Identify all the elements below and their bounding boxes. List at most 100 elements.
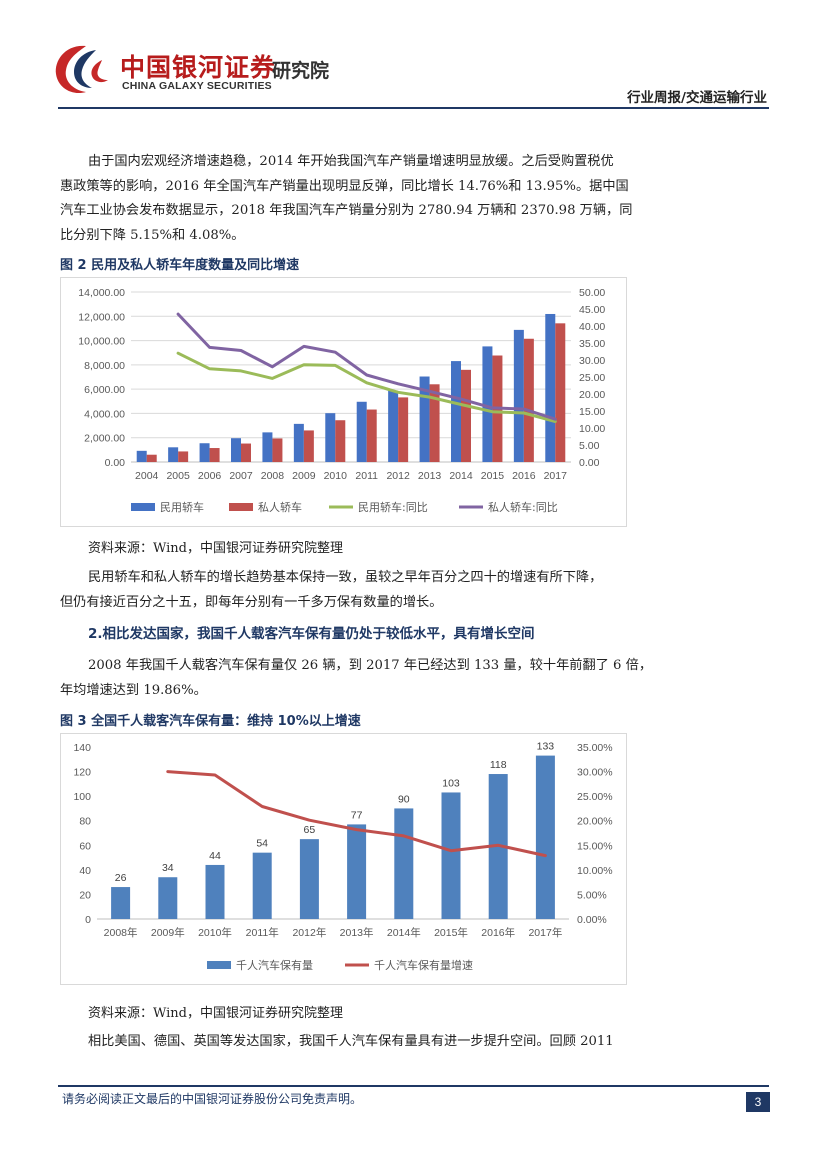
y-left-tick-label: 2,000.00 (84, 433, 125, 445)
y-right-tick-label: 5.00% (577, 889, 607, 901)
y-left-tick-label: 80 (79, 816, 91, 828)
figure3-svg: 0 20 40 60 80 100 120 140 0.00% 5.00% 10.00% 15.00%… (73, 741, 613, 972)
bar (146, 454, 157, 462)
report-type: 行业周报/交通运输行业 (627, 90, 767, 106)
bar (205, 864, 225, 919)
text-line: 汽车工业协会发布数据显示，2018 年我国汽车产销量分别为 2780.94 万辆… (60, 203, 633, 218)
x-tick-label: 2007 (229, 470, 253, 482)
bar (136, 450, 147, 462)
y-right-tick-label: 25.00 (579, 372, 605, 384)
x-tick-label: 2006 (198, 470, 222, 482)
x-tick-label: 2017年 (528, 926, 562, 939)
x-tick-label: 2011年 (246, 926, 279, 939)
y-right-tick-label: 20.00% (577, 816, 613, 828)
bar (158, 877, 178, 919)
legend-swatch (207, 961, 231, 969)
text-line: 2008 年我国千人载客汽车保有量仅 26 辆，到 2017 年已经达到 133… (88, 658, 653, 673)
bar (231, 438, 241, 462)
x-tick-label: 2008 (261, 470, 285, 482)
bar (209, 448, 220, 462)
data-label: 133 (537, 741, 555, 753)
y-left-tick-label: 60 (79, 840, 91, 852)
bar (325, 413, 336, 462)
x-tick-label: 2014年 (387, 926, 421, 939)
x-tick-label: 2004 (135, 470, 159, 482)
y-right-tick-label: 30.00 (579, 355, 605, 367)
data-label: 26 (115, 872, 127, 884)
galaxy-logo-icon (55, 45, 108, 94)
logo-english-name: CHINA GALAXY SECURITIES (122, 80, 272, 92)
legend-label: 千人汽车保有量 (236, 958, 313, 972)
x-tick-label: 2005 (166, 470, 190, 482)
bar (303, 430, 314, 462)
legend-label: 千人汽车保有量增速 (374, 958, 473, 972)
series-line (166, 770, 547, 858)
x-tick-label: 2017 (544, 470, 568, 482)
bar (555, 323, 566, 462)
footer-divider (58, 1085, 769, 1087)
y-left-tick-label: 140 (73, 742, 91, 754)
x-tick-label: 2016 (512, 470, 536, 482)
data-label: 118 (490, 759, 507, 771)
y-right-tick-label: 5.00 (579, 440, 600, 452)
page-header: 中国银河证券 研究院 CHINA GALAXY SECURITIES 行业周报/… (0, 0, 827, 110)
text-line: 相比美国、德国、英国等发达国家，我国千人汽车保有量具有进一步提升空间。回顾 20… (88, 1034, 614, 1049)
bar (262, 432, 273, 462)
x-tick-label: 2009年 (151, 926, 185, 939)
bar (482, 346, 493, 462)
figure2-title: 图 2 民用及私人轿车年度数量及同比增速 (60, 258, 300, 273)
y-right-tick-label: 0.00% (577, 914, 607, 926)
x-tick-label: 2011 (355, 470, 378, 482)
x-tick-label: 2012 (386, 470, 410, 482)
y-left-tick-label: 6,000.00 (84, 384, 125, 396)
y-left-tick-label: 100 (73, 791, 91, 803)
y-right-tick-label: 50.00 (579, 287, 605, 299)
logo-institute: 研究院 (272, 60, 330, 82)
x-tick-label: 2012年 (292, 926, 326, 939)
text-line: 年均增速达到 19.86%。 (60, 682, 207, 698)
text-line: 比分别下降 5.15%和 4.08%。 (60, 227, 245, 243)
text-line: 由于国内宏观经济增速趋稳，2014 年开始我国汽车产销量增速明显放缓。之后受购置… (88, 154, 614, 169)
bar (347, 824, 367, 919)
data-label: 90 (398, 793, 410, 805)
y-left-tick-label: 120 (73, 767, 91, 779)
bar (394, 808, 414, 919)
legend-label: 民用轿车:同比 (358, 500, 428, 514)
bar (199, 443, 210, 462)
legend-swatch (131, 503, 155, 511)
bar (293, 423, 304, 462)
y-right-tick-label: 0.00 (579, 457, 600, 469)
header-divider (58, 107, 769, 109)
x-tick-label: 2015 (481, 470, 505, 482)
figure2-svg: 0.00 2,000.00 4,000.00 6,000.00 8,000.00 10,0… (78, 287, 605, 514)
y-left-tick-label: 0 (85, 914, 91, 926)
legend-swatch (229, 503, 253, 511)
y-right-tick-label: 45.00 (579, 304, 605, 316)
bar (429, 384, 440, 462)
section-heading: 2.相比发达国家，我国千人载客汽车保有量仍处于较低水平，具有增长空间 (88, 626, 535, 642)
y-left-tick-label: 8,000.00 (84, 360, 125, 372)
figure3-chart: 0 20 40 60 80 100 120 140 0.00% 5.00% 10.00% 15.00%… (60, 733, 627, 985)
y-left-tick-label: 0.00 (105, 457, 126, 469)
series-line (176, 312, 557, 421)
figure2-chart: 0.00 2,000.00 4,000.00 6,000.00 8,000.00 10,0… (60, 277, 627, 527)
bar (523, 338, 534, 462)
bar (335, 420, 346, 462)
paragraph-sedan-growth: 民用轿车和私人轿车的增长趋势基本保持一致，虽较之早年百分之四十的增速有所下降， … (60, 566, 630, 615)
y-right-tick-label: 10.00 (579, 423, 605, 435)
page-number: 3 (746, 1092, 770, 1112)
y-right-tick-label: 35.00% (577, 742, 613, 754)
x-tick-label: 2008年 (104, 926, 138, 939)
series-line (176, 351, 557, 423)
legend-label: 私人轿车:同比 (488, 500, 558, 514)
bar (441, 792, 461, 919)
y-left-tick-label: 40 (79, 865, 91, 877)
bar (535, 755, 555, 919)
footer-disclaimer: 请务必阅读正文最后的中国银河证券股份公司免责声明。 (62, 1092, 363, 1106)
x-tick-label: 2013 (418, 470, 442, 482)
bar (545, 313, 556, 462)
data-label: 77 (351, 809, 363, 821)
data-label: 34 (162, 862, 174, 874)
logo-chinese-name: 中国银河证券 (120, 53, 277, 82)
y-left-tick-label: 14,000.00 (78, 287, 125, 299)
